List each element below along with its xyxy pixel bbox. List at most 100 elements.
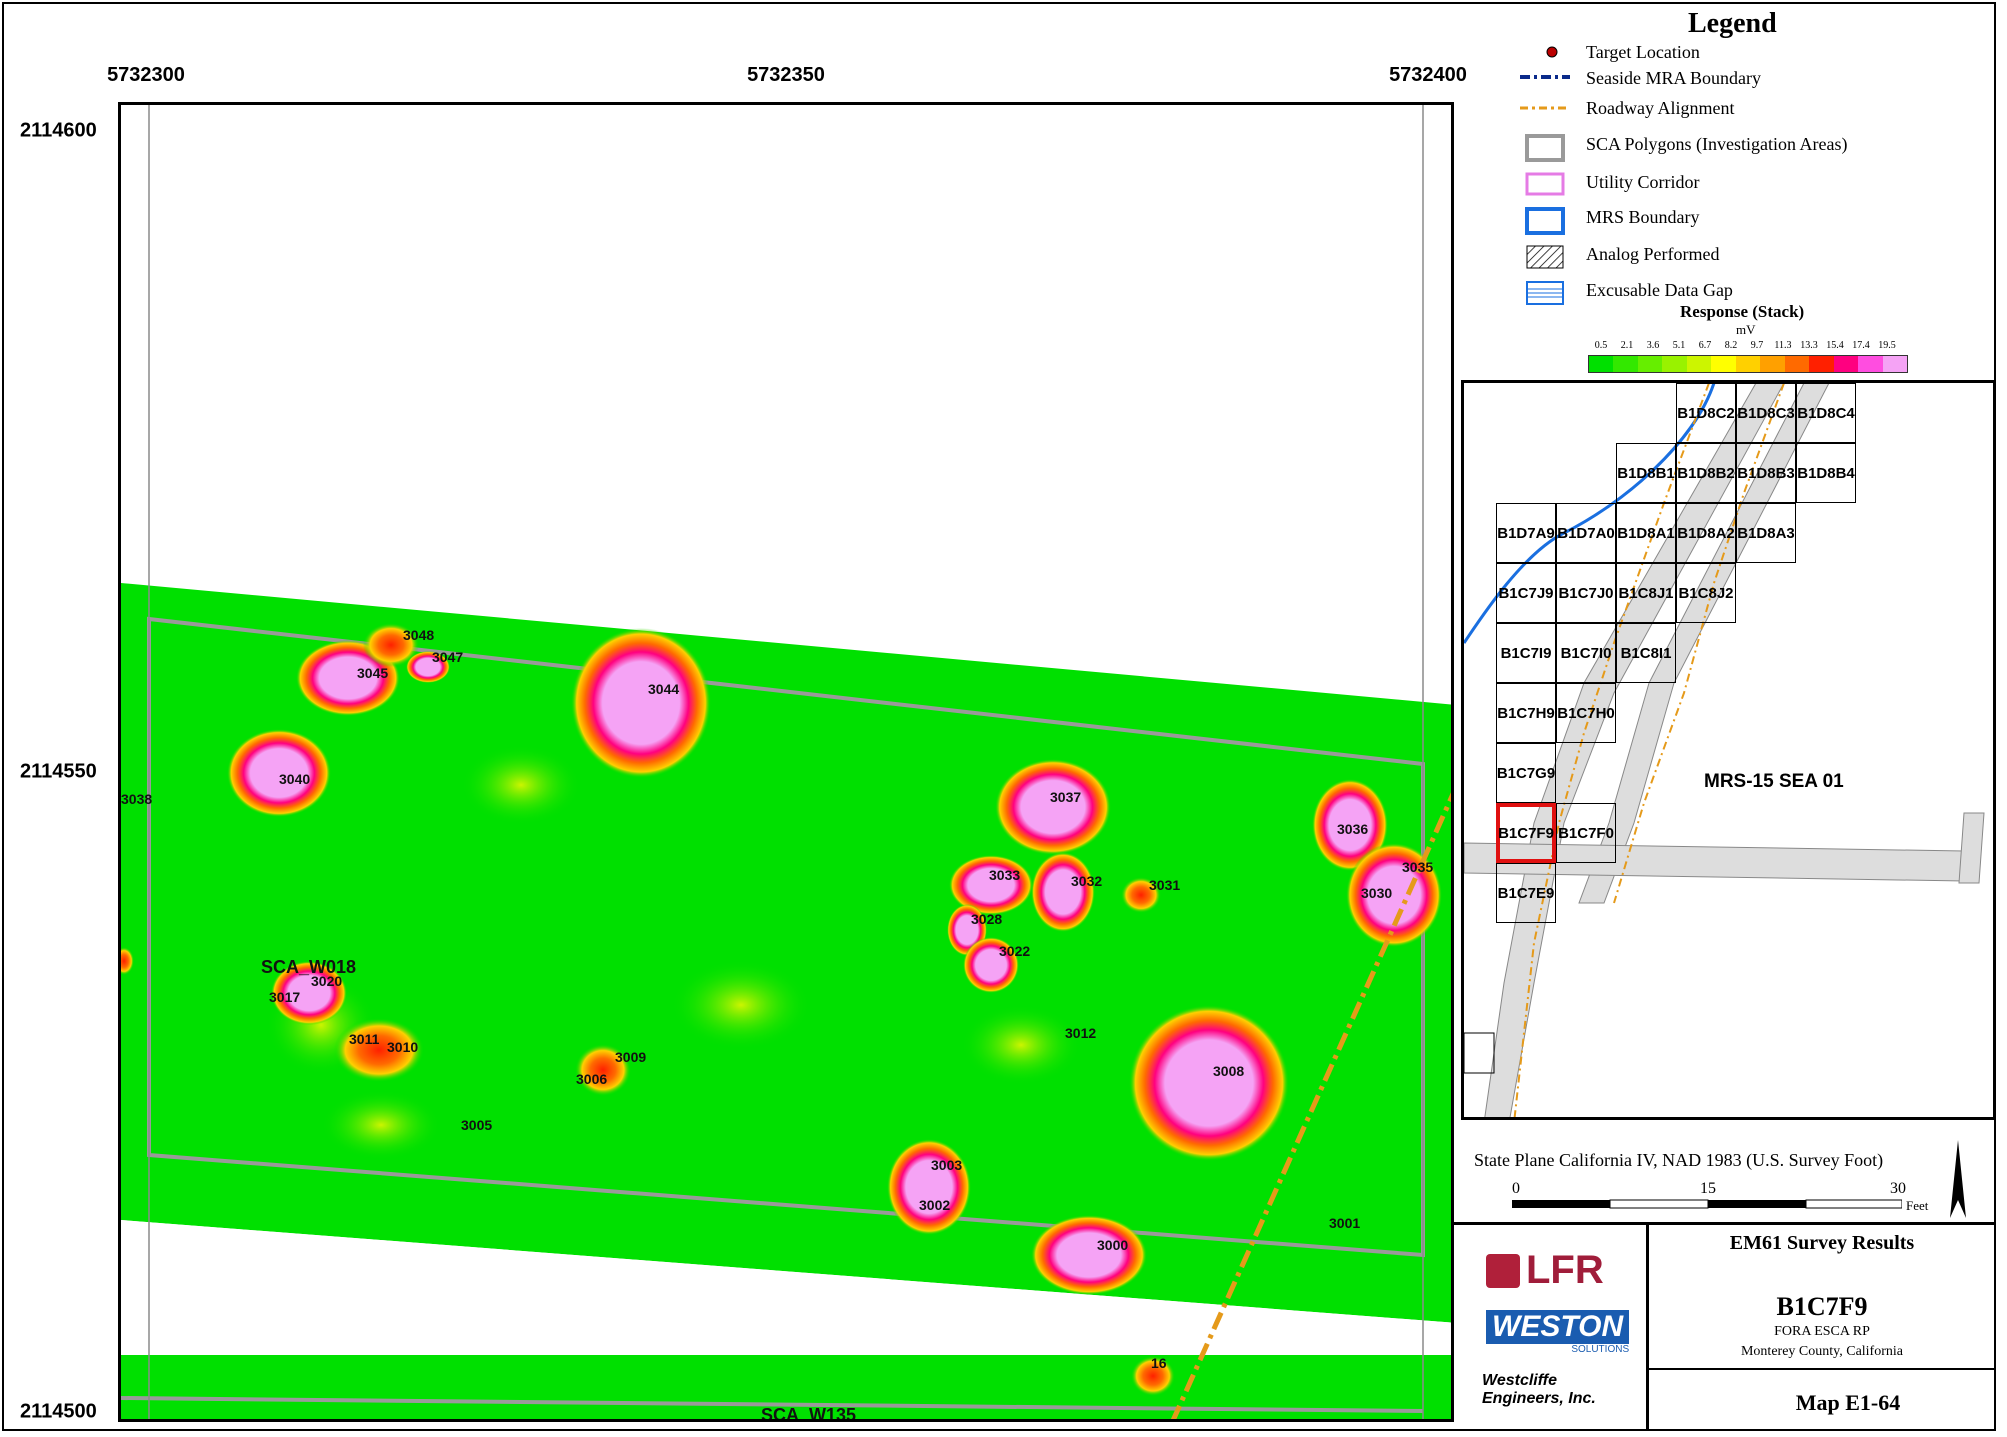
target-label: 3030 xyxy=(1361,885,1393,901)
anomaly-blob xyxy=(963,937,1019,993)
target-label: 3047 xyxy=(432,649,464,665)
grid-id: B1C7F9 xyxy=(1776,1292,1868,1321)
anomaly-blob xyxy=(1121,877,1161,913)
inset-grid-cell: B1C7J9 xyxy=(1496,563,1556,623)
inset-grid-cell: B1C7I0 xyxy=(1556,623,1616,683)
target-label: 3022 xyxy=(999,943,1031,959)
anomaly-blob xyxy=(1312,779,1388,871)
target-label: 3040 xyxy=(279,771,311,787)
company-name: Westcliffe Engineers, Inc. xyxy=(1482,1372,1596,1407)
lfr-logo: LFR xyxy=(1486,1248,1604,1293)
response-color-bar xyxy=(1588,355,1908,373)
target-label: 3028 xyxy=(971,911,1003,927)
target-label: 3009 xyxy=(615,1049,647,1065)
target-label: 3038 xyxy=(121,791,153,807)
anomaly-patch xyxy=(671,960,811,1050)
mrs-area-label: MRS-15 SEA 01 xyxy=(1704,771,1844,792)
orange-dash-line-icon xyxy=(1520,98,1570,124)
response-ticks: 0.5 2.1 3.6 5.1 6.7 8.2 9.7 11.3 13.3 15.4 17.4 19.… xyxy=(1588,340,1900,351)
inset-grid-cell: B1D8A3 xyxy=(1736,503,1796,563)
inset-grid-cell: B1C7H0 xyxy=(1556,683,1616,743)
title-block xyxy=(1454,1222,1996,1434)
anomaly-blob xyxy=(1031,852,1095,932)
inset-grid-cell: B1D8A1 xyxy=(1616,503,1676,563)
anomaly-blob xyxy=(121,947,134,975)
target-label: 3012 xyxy=(1065,1025,1097,1041)
response-tick: 8.2 xyxy=(1724,340,1738,351)
response-tick: 11.3 xyxy=(1774,340,1792,351)
inset-border-box xyxy=(1464,1032,1495,1074)
inset-grid-cell: B1D7A0 xyxy=(1556,503,1616,563)
target-label: 3003 xyxy=(931,1157,963,1173)
inset-grid-cell: B1D8B2 xyxy=(1676,443,1736,503)
target-label: 3002 xyxy=(919,1197,951,1213)
anomaly-blob xyxy=(887,1139,971,1235)
x-axis-label: 5732300 xyxy=(107,64,185,86)
scale-tick: 0 xyxy=(1512,1180,1520,1197)
sca-label: SCA_W135 xyxy=(761,1405,857,1422)
inset-grid-cell: B1D7A9 xyxy=(1496,503,1556,563)
anomaly-patch xyxy=(961,1005,1081,1085)
target-label: 3017 xyxy=(269,989,301,1005)
target-label: 3010 xyxy=(387,1039,419,1055)
anomaly-blob xyxy=(334,1018,424,1082)
map-canvas xyxy=(121,105,1451,1419)
title-divider xyxy=(1648,1368,1996,1370)
inset-grid-cell-highlight[interactable]: B1C7F9 xyxy=(1496,803,1556,863)
response-tick: 19.5 xyxy=(1878,340,1896,351)
inset-grid-cell: B1C7H9 xyxy=(1496,683,1556,743)
inset-grid-cell: B1C7J0 xyxy=(1556,563,1616,623)
response-color-swatch xyxy=(1662,356,1687,372)
weston-logo-text: WESTON xyxy=(1486,1310,1630,1344)
target-label: 3005 xyxy=(461,1117,493,1133)
anomaly-blob xyxy=(575,1044,631,1096)
target-label: 3011 xyxy=(349,1031,380,1047)
coverage-notch xyxy=(121,1220,1451,1355)
response-color-swatch xyxy=(1833,356,1859,372)
inset-utility-corridor xyxy=(1484,383,1785,1117)
anomaly-blob xyxy=(995,759,1111,855)
lfr-logo-icon xyxy=(1486,1253,1520,1288)
inset-mra-boundary xyxy=(1464,383,1716,644)
response-color-swatch xyxy=(1809,356,1834,372)
response-tick: 15.4 xyxy=(1826,340,1844,351)
legend-item-label: Target Location xyxy=(1586,42,1700,62)
response-color-swatch xyxy=(1882,356,1908,372)
response-tick: 13.3 xyxy=(1800,340,1818,351)
inset-map[interactable]: B1D8C2 B1D8C3 B1D8C4 B1D8B1 B1D8B2 B1D8B… xyxy=(1461,380,1996,1120)
weston-logo-sub: SOLUTIONS xyxy=(1571,1344,1630,1355)
north-arrow-icon xyxy=(1950,1140,1966,1218)
anomaly-patch xyxy=(461,745,581,825)
lined-box-icon xyxy=(1520,280,1570,306)
anomaly-blob xyxy=(1031,1215,1147,1295)
scale-tick: 30 xyxy=(1890,1180,1906,1197)
legend-item-label: SCA Polygons (Investigation Areas) xyxy=(1586,134,1848,154)
inset-grid-cell: B1C7I9 xyxy=(1496,623,1556,683)
scale-bar xyxy=(1512,1199,1902,1209)
x-axis-label: 5732350 xyxy=(747,64,825,86)
pink-box-icon xyxy=(1520,172,1570,198)
target-label: 3037 xyxy=(1050,789,1082,805)
inset-road-strip xyxy=(1958,812,1985,884)
response-color-swatch xyxy=(1589,356,1614,372)
target-label: 3048 xyxy=(403,627,435,643)
main-map[interactable]: 3038 3048 3047 3045 3044 3040 3037 3036 … xyxy=(118,102,1454,1422)
anomaly-blob xyxy=(571,628,711,778)
target-label: 3036 xyxy=(1337,821,1369,837)
target-label: 3031 xyxy=(1149,877,1181,893)
anomaly-blob xyxy=(1131,1356,1175,1396)
target-label: 3045 xyxy=(357,665,389,681)
target-label: 3044 xyxy=(648,681,680,697)
response-tick: 9.7 xyxy=(1750,340,1764,351)
inset-grid-cell: B1D8B3 xyxy=(1736,443,1796,503)
target-label: 3032 xyxy=(1071,873,1103,889)
dash-dot-line-icon xyxy=(1520,68,1570,94)
target-label: 3035 xyxy=(1402,859,1434,875)
weston-logo: WESTON SOLUTIONS xyxy=(1486,1310,1630,1355)
legend-item-label: Excusable Data Gap xyxy=(1586,280,1733,300)
logo-area: LFR WESTON SOLUTIONS Westcliffe Engineer… xyxy=(1456,1224,1649,1429)
target-label: 3008 xyxy=(1213,1063,1245,1079)
coverage-upper xyxy=(121,583,1451,1323)
response-color-swatch xyxy=(1735,356,1761,372)
project-name: FORA ESCA RP xyxy=(1774,1324,1870,1339)
